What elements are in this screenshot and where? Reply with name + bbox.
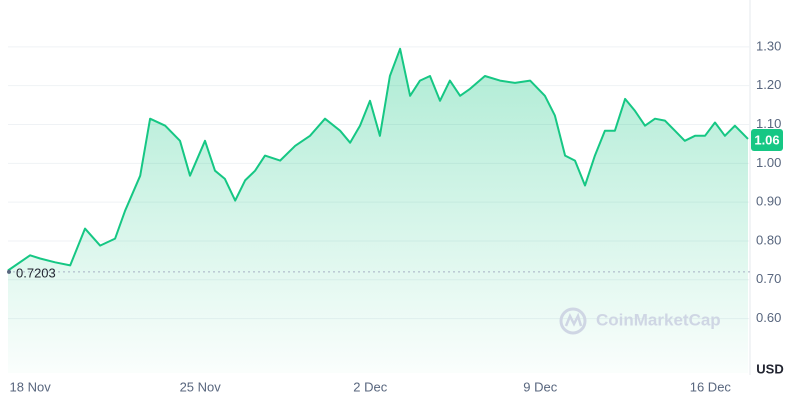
y-tick-label: 1.00	[756, 155, 781, 170]
y-tick-label: 1.30	[756, 38, 781, 53]
y-tick-label: 0.90	[756, 194, 781, 209]
y-tick-label: 1.20	[756, 77, 781, 92]
x-tick-label: 18 Nov	[10, 379, 52, 394]
x-tick-label: 25 Nov	[180, 379, 222, 394]
current-price-tag	[751, 129, 783, 152]
price-line	[7, 47, 749, 272]
y-tick-label: 0.70	[756, 271, 781, 286]
y-tick-label: 0.60	[756, 310, 781, 325]
reference-dot	[7, 269, 11, 274]
x-tick-label: 2 Dec	[353, 379, 387, 394]
current-price-label: 1.06	[754, 132, 779, 147]
y-tick-label: 0.80	[756, 232, 781, 247]
watermark: CoinMarketCap	[596, 310, 721, 329]
x-tick-label: 9 Dec	[523, 379, 557, 394]
reference-label: 0.7203	[16, 265, 56, 280]
watermark-logo	[559, 307, 587, 335]
y-tick-label: 1.10	[756, 116, 781, 131]
price-area	[8, 48, 748, 374]
x-tick-label: 16 Dec	[690, 379, 732, 394]
currency-label: USD	[756, 361, 783, 376]
